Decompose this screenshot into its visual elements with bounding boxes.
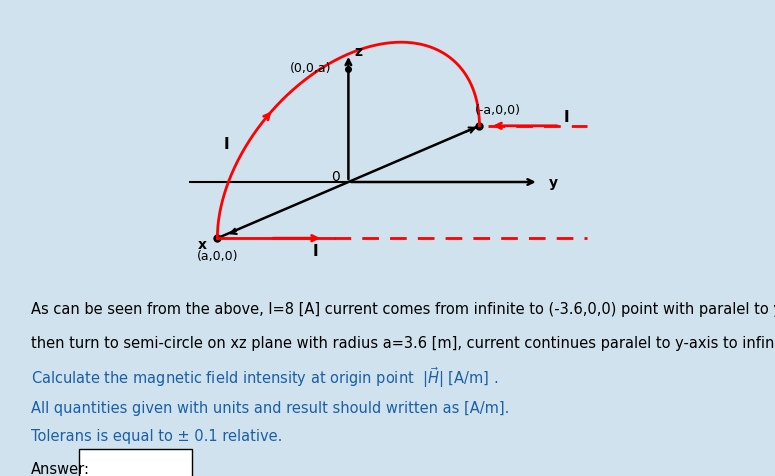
Text: Tolerans is equal to ± 0.1 relative.: Tolerans is equal to ± 0.1 relative. (30, 428, 282, 444)
Text: x: x (198, 238, 207, 252)
Text: 0: 0 (332, 169, 340, 183)
Text: All quantities given with units and result should written as [A/m].: All quantities given with units and resu… (30, 400, 509, 415)
Text: then turn to semi-circle on xz plane with radius a=3.6 [m], current continues pa: then turn to semi-circle on xz plane wit… (30, 335, 775, 350)
Text: (a,0,0): (a,0,0) (197, 249, 238, 263)
Text: z: z (355, 45, 363, 59)
Text: Answer:: Answer: (30, 461, 90, 476)
Text: y: y (549, 176, 558, 189)
Text: As can be seen from the above, I=8 [A] current comes from infinite to (-3.6,0,0): As can be seen from the above, I=8 [A] c… (30, 301, 775, 316)
Text: I: I (563, 109, 569, 125)
Text: I: I (313, 244, 319, 258)
Text: (-a,0,0): (-a,0,0) (475, 104, 522, 117)
Text: Calculate the magnetic field intensity at origin point  |$\vec{H}$| [A/m] .: Calculate the magnetic field intensity a… (30, 365, 498, 389)
Text: I: I (223, 137, 229, 152)
FancyBboxPatch shape (79, 449, 192, 476)
Text: (0,0,a): (0,0,a) (290, 62, 332, 75)
